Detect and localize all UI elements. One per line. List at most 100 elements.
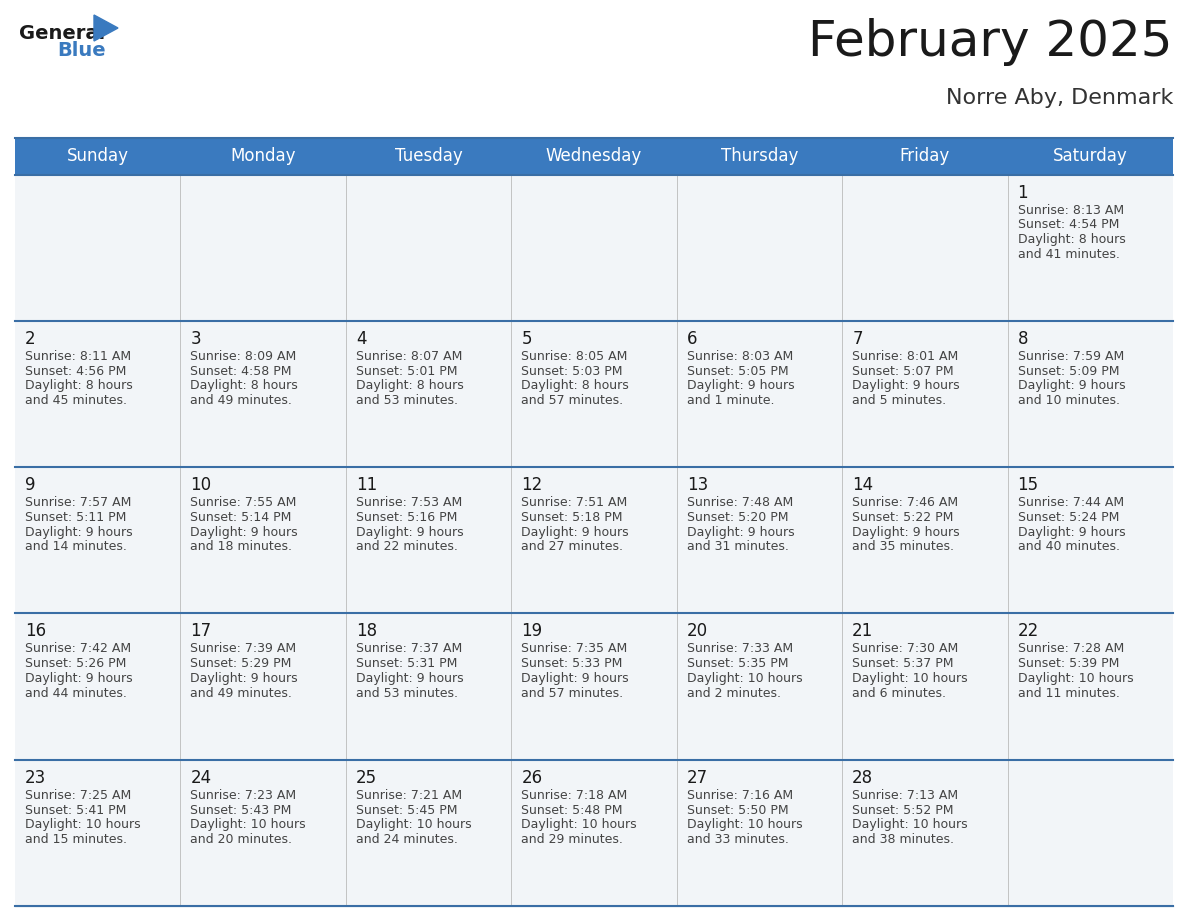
Text: and 57 minutes.: and 57 minutes. bbox=[522, 394, 624, 408]
Text: Sunset: 5:24 PM: Sunset: 5:24 PM bbox=[1018, 511, 1119, 524]
Bar bbox=[677, 174, 842, 320]
Bar bbox=[1007, 760, 1173, 906]
Text: 8: 8 bbox=[1018, 330, 1028, 348]
Text: Saturday: Saturday bbox=[1053, 147, 1127, 165]
Text: 1: 1 bbox=[1018, 184, 1028, 201]
Text: 6: 6 bbox=[687, 330, 697, 348]
Text: Sunset: 5:45 PM: Sunset: 5:45 PM bbox=[356, 803, 457, 816]
Text: and 45 minutes.: and 45 minutes. bbox=[25, 394, 127, 408]
Text: Daylight: 8 hours: Daylight: 8 hours bbox=[522, 379, 628, 392]
Text: Sunset: 5:03 PM: Sunset: 5:03 PM bbox=[522, 364, 623, 377]
Text: Sunset: 5:26 PM: Sunset: 5:26 PM bbox=[25, 657, 126, 670]
Bar bbox=[15, 174, 181, 320]
Text: and 41 minutes.: and 41 minutes. bbox=[1018, 248, 1119, 261]
Text: and 18 minutes.: and 18 minutes. bbox=[190, 541, 292, 554]
Text: Sunrise: 7:30 AM: Sunrise: 7:30 AM bbox=[852, 643, 959, 655]
Text: and 22 minutes.: and 22 minutes. bbox=[356, 541, 457, 554]
Bar bbox=[1007, 320, 1173, 467]
Text: Sunset: 5:22 PM: Sunset: 5:22 PM bbox=[852, 511, 954, 524]
Bar bbox=[842, 467, 1007, 613]
Text: 3: 3 bbox=[190, 330, 201, 348]
Bar bbox=[15, 760, 181, 906]
Text: and 11 minutes.: and 11 minutes. bbox=[1018, 687, 1119, 700]
Text: Sunset: 5:01 PM: Sunset: 5:01 PM bbox=[356, 364, 457, 377]
Text: and 38 minutes.: and 38 minutes. bbox=[852, 834, 954, 846]
Text: 4: 4 bbox=[356, 330, 366, 348]
Bar bbox=[842, 760, 1007, 906]
Text: Sunrise: 7:59 AM: Sunrise: 7:59 AM bbox=[1018, 350, 1124, 363]
Text: Sunset: 5:09 PM: Sunset: 5:09 PM bbox=[1018, 364, 1119, 377]
Bar bbox=[346, 174, 511, 320]
Text: and 57 minutes.: and 57 minutes. bbox=[522, 687, 624, 700]
Text: Daylight: 9 hours: Daylight: 9 hours bbox=[190, 672, 298, 685]
Text: Daylight: 8 hours: Daylight: 8 hours bbox=[1018, 233, 1125, 246]
Text: and 15 minutes.: and 15 minutes. bbox=[25, 834, 127, 846]
Text: Daylight: 9 hours: Daylight: 9 hours bbox=[25, 526, 133, 539]
Text: Sunset: 5:48 PM: Sunset: 5:48 PM bbox=[522, 803, 623, 816]
Text: Daylight: 10 hours: Daylight: 10 hours bbox=[687, 818, 802, 832]
Text: Sunrise: 7:48 AM: Sunrise: 7:48 AM bbox=[687, 496, 792, 509]
Text: Sunset: 5:37 PM: Sunset: 5:37 PM bbox=[852, 657, 954, 670]
Text: Sunrise: 7:37 AM: Sunrise: 7:37 AM bbox=[356, 643, 462, 655]
Bar bbox=[181, 760, 346, 906]
Text: Sunrise: 7:42 AM: Sunrise: 7:42 AM bbox=[25, 643, 131, 655]
Text: and 20 minutes.: and 20 minutes. bbox=[190, 834, 292, 846]
Text: Sunrise: 7:33 AM: Sunrise: 7:33 AM bbox=[687, 643, 792, 655]
Text: 9: 9 bbox=[25, 476, 36, 494]
Text: and 53 minutes.: and 53 minutes. bbox=[356, 687, 457, 700]
Bar bbox=[346, 613, 511, 760]
Text: Sunrise: 7:28 AM: Sunrise: 7:28 AM bbox=[1018, 643, 1124, 655]
Text: 13: 13 bbox=[687, 476, 708, 494]
Text: Daylight: 9 hours: Daylight: 9 hours bbox=[1018, 526, 1125, 539]
Bar bbox=[1007, 467, 1173, 613]
Text: Daylight: 10 hours: Daylight: 10 hours bbox=[190, 818, 307, 832]
Text: Sunset: 5:07 PM: Sunset: 5:07 PM bbox=[852, 364, 954, 377]
Text: Sunset: 5:39 PM: Sunset: 5:39 PM bbox=[1018, 657, 1119, 670]
Bar bbox=[346, 467, 511, 613]
Bar bbox=[346, 760, 511, 906]
Text: Sunday: Sunday bbox=[67, 147, 128, 165]
Text: February 2025: February 2025 bbox=[809, 18, 1173, 66]
Text: Daylight: 10 hours: Daylight: 10 hours bbox=[852, 818, 968, 832]
Text: and 5 minutes.: and 5 minutes. bbox=[852, 394, 947, 408]
Bar bbox=[511, 320, 677, 467]
Text: Sunrise: 7:51 AM: Sunrise: 7:51 AM bbox=[522, 496, 627, 509]
Text: and 53 minutes.: and 53 minutes. bbox=[356, 394, 457, 408]
Text: Sunset: 5:43 PM: Sunset: 5:43 PM bbox=[190, 803, 292, 816]
Text: Sunset: 5:50 PM: Sunset: 5:50 PM bbox=[687, 803, 789, 816]
Text: Sunrise: 7:16 AM: Sunrise: 7:16 AM bbox=[687, 789, 792, 801]
Text: Sunset: 4:58 PM: Sunset: 4:58 PM bbox=[190, 364, 292, 377]
Text: Sunset: 5:18 PM: Sunset: 5:18 PM bbox=[522, 511, 623, 524]
Text: Daylight: 9 hours: Daylight: 9 hours bbox=[687, 526, 795, 539]
Text: Daylight: 9 hours: Daylight: 9 hours bbox=[522, 672, 628, 685]
Text: 10: 10 bbox=[190, 476, 211, 494]
Text: General: General bbox=[19, 24, 105, 43]
Text: 24: 24 bbox=[190, 768, 211, 787]
Bar bbox=[346, 320, 511, 467]
Text: Daylight: 10 hours: Daylight: 10 hours bbox=[522, 818, 637, 832]
Text: and 2 minutes.: and 2 minutes. bbox=[687, 687, 781, 700]
Text: and 6 minutes.: and 6 minutes. bbox=[852, 687, 946, 700]
Text: Daylight: 10 hours: Daylight: 10 hours bbox=[356, 818, 472, 832]
Text: Daylight: 9 hours: Daylight: 9 hours bbox=[852, 379, 960, 392]
Text: and 10 minutes.: and 10 minutes. bbox=[1018, 394, 1119, 408]
Text: Sunset: 5:31 PM: Sunset: 5:31 PM bbox=[356, 657, 457, 670]
Text: Daylight: 9 hours: Daylight: 9 hours bbox=[25, 672, 133, 685]
Text: 5: 5 bbox=[522, 330, 532, 348]
Bar bbox=[511, 760, 677, 906]
Text: and 49 minutes.: and 49 minutes. bbox=[190, 394, 292, 408]
Text: 26: 26 bbox=[522, 768, 543, 787]
Text: 27: 27 bbox=[687, 768, 708, 787]
Text: Sunset: 5:16 PM: Sunset: 5:16 PM bbox=[356, 511, 457, 524]
Text: Sunrise: 7:55 AM: Sunrise: 7:55 AM bbox=[190, 496, 297, 509]
Text: Sunset: 5:14 PM: Sunset: 5:14 PM bbox=[190, 511, 292, 524]
Text: Norre Aby, Denmark: Norre Aby, Denmark bbox=[946, 88, 1173, 108]
Text: Daylight: 9 hours: Daylight: 9 hours bbox=[687, 379, 795, 392]
Text: Daylight: 10 hours: Daylight: 10 hours bbox=[687, 672, 802, 685]
Text: 14: 14 bbox=[852, 476, 873, 494]
Text: Sunrise: 8:03 AM: Sunrise: 8:03 AM bbox=[687, 350, 792, 363]
Text: Sunset: 5:20 PM: Sunset: 5:20 PM bbox=[687, 511, 788, 524]
Text: and 27 minutes.: and 27 minutes. bbox=[522, 541, 624, 554]
Text: Sunset: 5:11 PM: Sunset: 5:11 PM bbox=[25, 511, 126, 524]
Text: Sunrise: 7:23 AM: Sunrise: 7:23 AM bbox=[190, 789, 297, 801]
